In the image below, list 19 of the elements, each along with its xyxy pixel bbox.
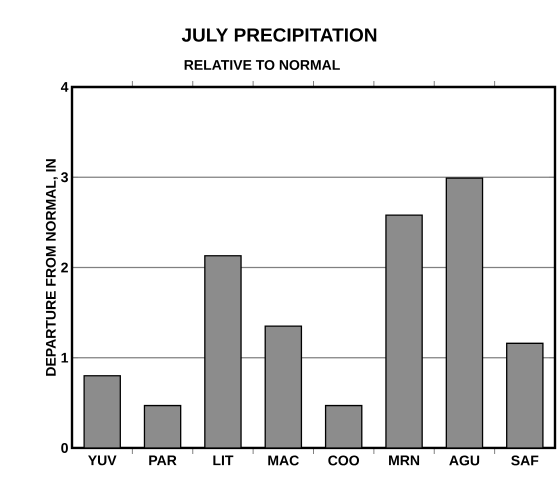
y-axis-title: DEPARTURE FROM NORMAL, IN [46,159,58,376]
x-tick-label: MAC [268,456,299,466]
y-tick-label: 4 [60,82,68,92]
x-tick-label: PAR [149,456,177,466]
x-tick-label: MRN [389,456,420,466]
y-tick-label: 0 [61,443,68,453]
chart-subtitle: RELATIVE TO NORMAL [184,60,340,70]
y-tick-label: 3 [61,172,68,182]
y-tick-label: 1 [62,352,68,363]
x-tick-label: AGU [449,456,480,466]
bar [326,406,362,448]
bar [84,376,120,448]
x-tick-label: YUV [88,456,116,466]
x-tick-label: SAF [511,456,538,466]
x-tick-label: COO [328,456,360,466]
bar [144,406,181,448]
y-tick-label: 2 [61,262,68,272]
chart-title: JULY PRECIPITATION [182,28,376,42]
x-tick-label: LIT [213,456,234,466]
